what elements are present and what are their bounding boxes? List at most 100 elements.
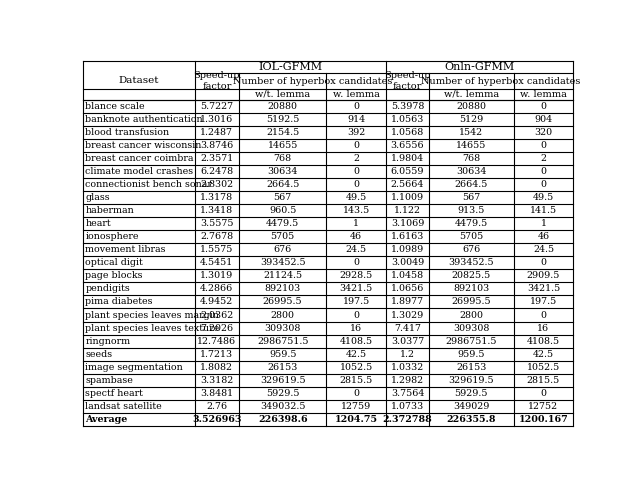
Text: 567: 567 <box>462 193 481 202</box>
Text: ionosphere: ionosphere <box>85 232 139 241</box>
Text: 16: 16 <box>538 324 550 333</box>
Text: 4.9452: 4.9452 <box>200 298 234 306</box>
Text: 49.5: 49.5 <box>346 193 367 202</box>
Text: 4479.5: 4479.5 <box>266 219 300 228</box>
Text: 2815.5: 2815.5 <box>340 376 373 385</box>
Text: 1: 1 <box>353 219 359 228</box>
Text: 309308: 309308 <box>453 324 490 333</box>
Text: 0: 0 <box>540 389 547 398</box>
Text: 2815.5: 2815.5 <box>527 376 560 385</box>
Text: 1.0733: 1.0733 <box>391 402 424 411</box>
Text: plant species leaves margin: plant species leaves margin <box>85 311 220 320</box>
Text: 30634: 30634 <box>456 167 486 176</box>
Text: 1204.75: 1204.75 <box>335 415 378 424</box>
Text: 959.5: 959.5 <box>269 350 296 359</box>
Text: 5705: 5705 <box>460 232 483 241</box>
Text: ringnorm: ringnorm <box>85 337 131 346</box>
Text: 1542: 1542 <box>460 128 483 137</box>
Text: 46: 46 <box>538 232 550 241</box>
Text: 0: 0 <box>353 141 359 150</box>
Text: 393452.5: 393452.5 <box>260 258 305 267</box>
Text: 12.7486: 12.7486 <box>197 337 236 346</box>
Text: 21124.5: 21124.5 <box>263 271 302 280</box>
Text: 1200.167: 1200.167 <box>518 415 568 424</box>
Text: 960.5: 960.5 <box>269 206 296 215</box>
Text: image segmentation: image segmentation <box>85 363 183 372</box>
Text: 2928.5: 2928.5 <box>340 271 373 280</box>
Text: 0: 0 <box>540 101 547 111</box>
Text: 4.2866: 4.2866 <box>200 284 234 293</box>
Text: 1.3029: 1.3029 <box>391 311 424 320</box>
Text: 1.3418: 1.3418 <box>200 206 234 215</box>
Text: 42.5: 42.5 <box>346 350 367 359</box>
Text: 5129: 5129 <box>460 114 483 124</box>
Text: 892103: 892103 <box>264 284 301 293</box>
Text: blood transfusion: blood transfusion <box>85 128 170 137</box>
Text: 3.8746: 3.8746 <box>200 141 234 150</box>
Text: w. lemma: w. lemma <box>520 90 567 99</box>
Text: 0: 0 <box>540 167 547 176</box>
Text: Onln-GFMM: Onln-GFMM <box>444 62 515 72</box>
Text: 2.7678: 2.7678 <box>200 232 234 241</box>
Text: 1.3178: 1.3178 <box>200 193 234 202</box>
Text: 197.5: 197.5 <box>342 298 370 306</box>
Text: 12759: 12759 <box>341 402 371 411</box>
Text: blance scale: blance scale <box>85 101 145 111</box>
Text: pendigits: pendigits <box>85 284 130 293</box>
Text: w/t. lemma: w/t. lemma <box>444 90 499 99</box>
Text: 2.0362: 2.0362 <box>200 311 234 320</box>
Text: 0: 0 <box>353 389 359 398</box>
Text: 4479.5: 4479.5 <box>455 219 488 228</box>
Text: 567: 567 <box>273 193 292 202</box>
Text: 2.8302: 2.8302 <box>200 180 234 189</box>
Text: 26153: 26153 <box>268 363 298 372</box>
Text: 1.3016: 1.3016 <box>200 114 234 124</box>
Text: 3.7564: 3.7564 <box>391 389 424 398</box>
Text: 26153: 26153 <box>456 363 486 372</box>
Text: optical digit: optical digit <box>85 258 143 267</box>
Text: Number of hyperbox candidates: Number of hyperbox candidates <box>233 77 392 85</box>
Text: 1.9804: 1.9804 <box>391 154 424 163</box>
Text: 2.5664: 2.5664 <box>391 180 424 189</box>
Text: 1.8977: 1.8977 <box>391 298 424 306</box>
Text: 1.0458: 1.0458 <box>391 271 424 280</box>
Text: glass: glass <box>85 193 110 202</box>
Text: 1.2: 1.2 <box>400 350 415 359</box>
Text: 49.5: 49.5 <box>533 193 554 202</box>
Text: 0: 0 <box>540 258 547 267</box>
Text: 5192.5: 5192.5 <box>266 114 300 124</box>
Text: breast cancer wisconsin: breast cancer wisconsin <box>85 141 202 150</box>
Text: 12752: 12752 <box>529 402 559 411</box>
Text: 226355.8: 226355.8 <box>447 415 496 424</box>
Text: Dataset: Dataset <box>118 76 159 85</box>
Text: 768: 768 <box>462 154 481 163</box>
Text: 0: 0 <box>353 167 359 176</box>
Text: 3421.5: 3421.5 <box>340 284 373 293</box>
Text: 4.5451: 4.5451 <box>200 258 234 267</box>
Text: 0: 0 <box>540 180 547 189</box>
Text: 349029: 349029 <box>453 402 490 411</box>
Text: 2664.5: 2664.5 <box>454 180 488 189</box>
Text: 7.2026: 7.2026 <box>200 324 234 333</box>
Text: 1.0332: 1.0332 <box>391 363 424 372</box>
Text: 2664.5: 2664.5 <box>266 180 300 189</box>
Text: 2800: 2800 <box>460 311 483 320</box>
Text: 1.7213: 1.7213 <box>200 350 234 359</box>
Text: banknote authentication: banknote authentication <box>85 114 203 124</box>
Text: 6.0559: 6.0559 <box>390 167 424 176</box>
Text: 3.1069: 3.1069 <box>391 219 424 228</box>
Text: 914: 914 <box>348 114 365 124</box>
Text: climate model crashes: climate model crashes <box>85 167 193 176</box>
Text: 1.0989: 1.0989 <box>391 245 424 254</box>
Text: 2800: 2800 <box>271 311 294 320</box>
Text: 24.5: 24.5 <box>533 245 554 254</box>
Text: 197.5: 197.5 <box>530 298 557 306</box>
Text: 904: 904 <box>534 114 552 124</box>
Text: 676: 676 <box>273 245 292 254</box>
Text: 30634: 30634 <box>268 167 298 176</box>
Text: 143.5: 143.5 <box>342 206 370 215</box>
Text: 0: 0 <box>353 258 359 267</box>
Text: 1: 1 <box>540 219 547 228</box>
Text: 16: 16 <box>350 324 362 333</box>
Text: 1.2487: 1.2487 <box>200 128 234 137</box>
